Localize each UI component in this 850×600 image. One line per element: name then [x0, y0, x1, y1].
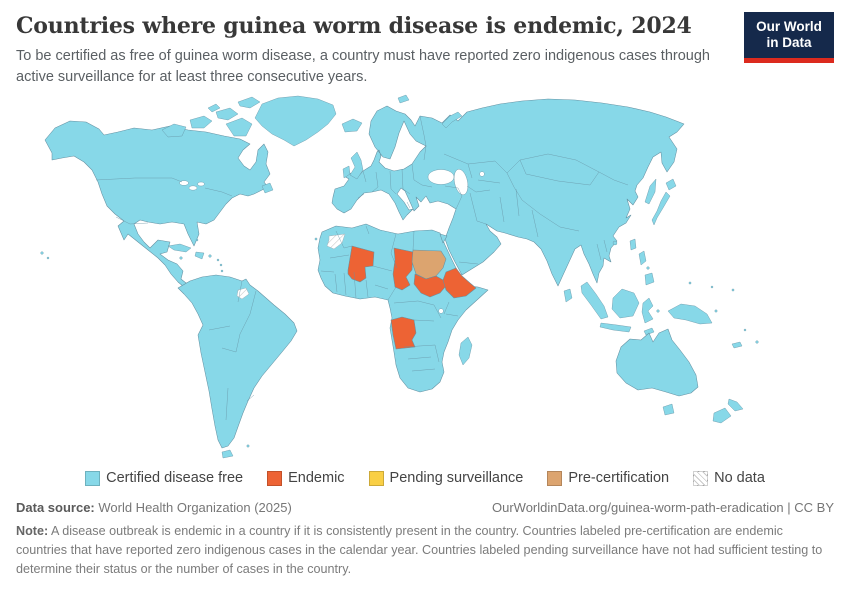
island-svalbard[interactable]	[397, 95, 410, 104]
island-antilles-1[interactable]	[216, 259, 220, 262]
owid-logo-line2: in Data	[766, 35, 812, 51]
island-sumatra[interactable]	[580, 282, 609, 320]
country-ethiopia[interactable]	[442, 268, 477, 299]
world-map-svg[interactable]	[0, 90, 850, 468]
note-label: Note:	[16, 524, 49, 539]
source-link[interactable]: OurWorldinData.org/guinea-worm-path-erad…	[491, 500, 834, 516]
country-cuba[interactable]	[167, 244, 192, 253]
island-puerto-rico[interactable]	[208, 254, 212, 258]
arctic-islands[interactable]	[161, 97, 261, 138]
owid-logo-accent-bar	[744, 57, 834, 63]
landmass-south-america[interactable]	[177, 275, 298, 449]
island-hainan[interactable]	[612, 241, 618, 246]
island-jamaica[interactable]	[179, 256, 183, 260]
legend-item-pending[interactable]: Pending surveillance	[368, 470, 524, 487]
island-new-guinea[interactable]	[667, 304, 713, 325]
caspian-sea	[453, 169, 469, 196]
island-canary[interactable]	[314, 238, 318, 241]
lake-victoria	[438, 308, 444, 315]
island-moluccas[interactable]	[656, 309, 660, 313]
country-iceland[interactable]	[341, 119, 363, 133]
legend-swatch-precertification	[547, 470, 563, 486]
island-tasmania[interactable]	[662, 404, 675, 416]
new-zealand-south-island[interactable]	[712, 408, 732, 424]
island-hawaii-2[interactable]	[46, 257, 50, 260]
country-south-sudan[interactable]	[413, 274, 447, 298]
country-sri-lanka[interactable]	[563, 289, 573, 303]
country-borders	[95, 116, 629, 421]
island-hawaii[interactable]	[40, 251, 44, 255]
country-mali[interactable]	[347, 246, 375, 283]
legend-label-endemic: Endemic	[288, 470, 345, 487]
country-united-kingdom[interactable]	[349, 152, 364, 180]
legend-swatch-nodata	[693, 470, 709, 486]
legend-label-pending: Pending surveillance	[389, 470, 524, 487]
island-newfoundland[interactable]	[261, 183, 274, 194]
legend-item-nodata[interactable]: No data	[693, 470, 765, 486]
landmass-north-america[interactable]	[44, 121, 271, 289]
island-antilles-2[interactable]	[219, 264, 223, 267]
landmass-australia[interactable]	[615, 329, 699, 397]
island-solomon[interactable]	[714, 310, 718, 313]
island-falklands[interactable]	[246, 445, 250, 448]
great-lakes-3	[197, 182, 205, 187]
island-vanuatu[interactable]	[743, 329, 747, 332]
new-zealand-north-island[interactable]	[727, 399, 744, 412]
owid-logo-line1: Our World	[756, 19, 822, 34]
island-taiwan[interactable]	[629, 239, 637, 251]
island-bahamas[interactable]	[195, 239, 199, 242]
legend-swatch-certified	[85, 470, 101, 486]
country-greenland[interactable]	[254, 96, 337, 147]
page-subtitle: To be certified as free of guinea worm d…	[16, 48, 710, 86]
legend-item-certified[interactable]: Certified disease free	[85, 470, 243, 486]
country-madagascar[interactable]	[458, 337, 473, 366]
black-sea	[427, 169, 455, 186]
country-ireland[interactable]	[342, 166, 351, 179]
owid-logo[interactable]: Our World in Data	[744, 12, 834, 63]
island-novaya-zemlya[interactable]	[441, 112, 463, 129]
legend-item-endemic[interactable]: Endemic	[267, 470, 345, 487]
legend-label-certified: Certified disease free	[106, 470, 244, 487]
sinai	[439, 234, 448, 244]
territory-western-sahara[interactable]	[326, 234, 346, 250]
world-map[interactable]	[0, 90, 850, 468]
note-text: A disease outbreak is endemic in a count…	[16, 524, 823, 577]
data-source-value: World Health Organization (2025)	[94, 500, 292, 516]
island-timor[interactable]	[643, 328, 655, 336]
island-sulawesi[interactable]	[641, 298, 654, 324]
island-micronesia-2[interactable]	[710, 286, 714, 289]
island-tierra-del-fuego[interactable]	[221, 450, 234, 459]
island-micronesia-3[interactable]	[731, 289, 735, 292]
map-legend: Certified disease free Endemic Pending s…	[0, 470, 850, 486]
header: Countries where guinea worm disease is e…	[0, 0, 850, 88]
legend-item-precertification[interactable]: Pre-certification	[547, 470, 669, 486]
footer: Data source: World Health Organization (…	[0, 486, 850, 600]
page-title: Countries where guinea worm disease is e…	[16, 13, 692, 39]
legend-swatch-endemic	[267, 470, 283, 486]
island-hispaniola[interactable]	[194, 252, 205, 260]
data-source: Data source: World Health Organization (…	[16, 500, 292, 515]
landmass-eurasia[interactable]	[331, 99, 685, 287]
country-japan[interactable]	[651, 192, 671, 226]
island-java[interactable]	[599, 323, 632, 333]
island-antilles-3[interactable]	[220, 270, 224, 273]
island-visayas[interactable]	[646, 266, 650, 270]
island-micronesia-1[interactable]	[688, 282, 692, 285]
great-lakes-2	[188, 186, 198, 191]
country-philippines[interactable]	[638, 251, 655, 286]
island-hokkaido[interactable]	[665, 179, 677, 191]
legend-label-precertification: Pre-certification	[568, 470, 670, 487]
aral-sea	[479, 171, 485, 178]
legend-label-nodata: No data	[714, 470, 765, 487]
island-fiji[interactable]	[755, 340, 759, 344]
legend-swatch-pending	[368, 470, 384, 486]
island-borneo[interactable]	[611, 289, 640, 319]
island-new-caledonia[interactable]	[731, 342, 743, 349]
country-angola[interactable]	[390, 317, 417, 350]
data-source-label: Data source:	[16, 500, 95, 516]
note: Note: A disease outbreak is endemic in a…	[16, 522, 834, 579]
island-sakhalin[interactable]	[644, 178, 657, 205]
